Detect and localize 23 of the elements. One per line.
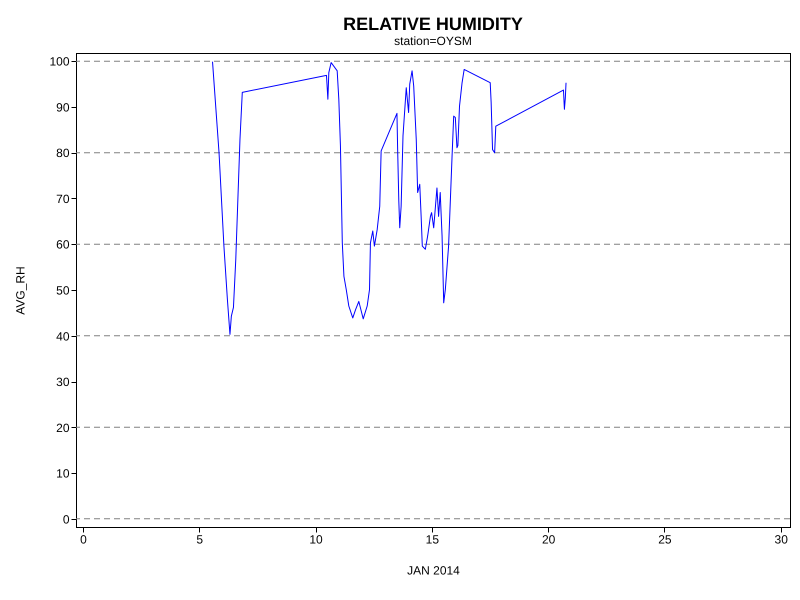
y-tick-label: 100 — [49, 54, 70, 69]
chart-subtitle: station=OYSM — [394, 34, 472, 48]
y-tick-label: 30 — [56, 375, 70, 390]
x-axis-title: JAN 2014 — [407, 564, 460, 578]
y-tick-label: 50 — [56, 284, 70, 298]
y-tick-label: 90 — [56, 100, 70, 114]
y-tick-label: 40 — [56, 329, 70, 344]
y-tick-label: 80 — [56, 146, 70, 160]
x-tick-label: 0 — [80, 532, 88, 546]
y-axis-title: AVG_RH — [13, 266, 28, 315]
x-tick-label: 25 — [658, 532, 672, 546]
y-tick-label: 20 — [56, 420, 70, 435]
x-tick-label: 15 — [426, 532, 440, 546]
y-tick-label: 0 — [62, 512, 70, 526]
x-tick-label: 30 — [774, 532, 788, 546]
x-tick-label: 5 — [196, 532, 204, 546]
line-series — [212, 61, 567, 335]
y-tick-label: 10 — [56, 466, 70, 481]
x-tick-label: 10 — [309, 532, 324, 546]
y-tick-label: 60 — [56, 238, 70, 252]
chart-title: RELATIVE HUMIDITY — [343, 14, 523, 34]
x-tick-label: 20 — [542, 532, 556, 546]
y-tick-label: 70 — [56, 192, 70, 206]
